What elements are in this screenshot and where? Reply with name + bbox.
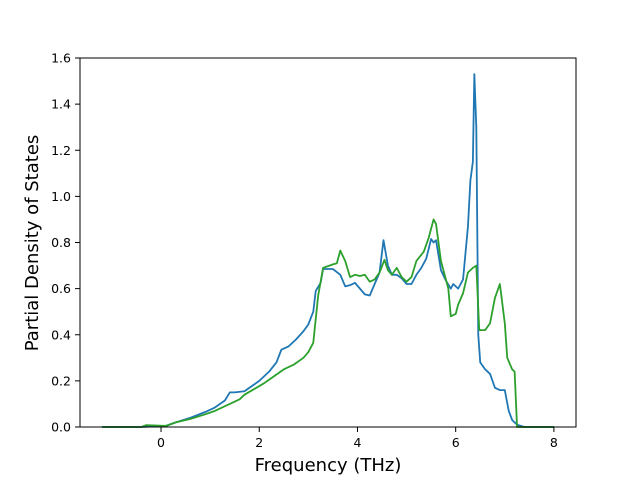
y-tick-label: 0.8 (51, 235, 71, 250)
series-line-1 (102, 73, 554, 428)
y-tick-label: 1.0 (51, 189, 71, 204)
y-tick-label: 0.6 (51, 281, 71, 296)
x-tick-label: 2 (255, 435, 263, 450)
x-tick-label: 6 (452, 435, 460, 450)
series-layer (102, 73, 554, 428)
y-tick-label: 0.4 (51, 327, 71, 342)
y-tick-label: 0.0 (51, 420, 71, 435)
axes-layer: 0 2 4 6 8 0.0 0.2 0.4 0.6 0.8 1.0 1.2 1.4 1.6 (51, 51, 577, 450)
x-tick-label: 4 (353, 435, 361, 450)
x-tick-label: 0 (157, 435, 165, 450)
x-axis-label: Frequency (THz) (255, 455, 402, 476)
y-tick-label: 1.6 (51, 51, 71, 66)
y-tick-label: 1.4 (51, 97, 71, 112)
x-tick-label: 8 (550, 435, 558, 450)
y-tick-label: 1.2 (51, 143, 71, 158)
y-axis-label: Partial Density of States (22, 135, 43, 352)
y-tick-label: 0.2 (51, 373, 71, 388)
series-line-2 (102, 218, 554, 428)
